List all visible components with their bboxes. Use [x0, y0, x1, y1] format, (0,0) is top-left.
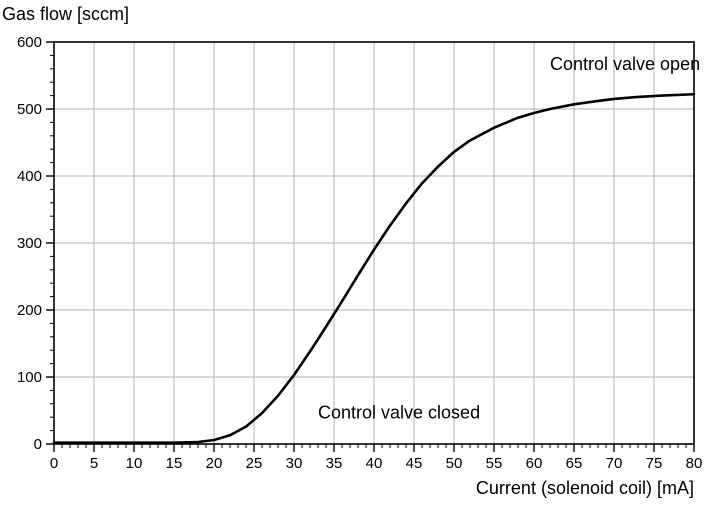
x-tick-label: 35	[326, 455, 343, 472]
y-tick-label: 600	[17, 34, 42, 51]
x-tick-label: 50	[446, 455, 463, 472]
y-axis-title: Gas flow [sccm]	[2, 4, 129, 24]
y-tick-label: 100	[17, 369, 42, 386]
x-tick-label: 25	[246, 455, 263, 472]
y-tick-label: 400	[17, 168, 42, 185]
x-axis-title: Current (solenoid coil) [mA]	[476, 478, 694, 498]
x-tick-label: 15	[166, 455, 183, 472]
x-tick-label: 40	[366, 455, 383, 472]
x-tick-label: 60	[526, 455, 543, 472]
x-tick-label: 45	[406, 455, 423, 472]
annotation-valve-open: Control valve open	[550, 54, 700, 74]
x-tick-label: 65	[566, 455, 583, 472]
y-tick-label: 300	[17, 235, 42, 252]
gas-flow-chart: 0 5 10 15 20 25 30 35 40 45 50 55 60 65 70 75 80 0 100 200 3…	[0, 0, 709, 514]
x-tick-label: 30	[286, 455, 303, 472]
x-tick-label: 20	[206, 455, 223, 472]
x-tick-label: 5	[90, 455, 98, 472]
x-tick-label: 0	[50, 455, 58, 472]
annotation-valve-closed: Control valve closed	[318, 403, 480, 423]
y-tick-label: 500	[17, 101, 42, 118]
x-tick-label: 70	[606, 455, 623, 472]
x-tick-label: 80	[686, 455, 703, 472]
chart-svg: 0 5 10 15 20 25 30 35 40 45 50 55 60 65 70 75 80 0 100 200 3…	[0, 0, 709, 514]
x-tick-label: 10	[126, 455, 143, 472]
y-tick-label: 0	[34, 436, 42, 453]
x-tick-label: 55	[486, 455, 503, 472]
y-tick-label: 200	[17, 302, 42, 319]
x-tick-label: 75	[646, 455, 663, 472]
